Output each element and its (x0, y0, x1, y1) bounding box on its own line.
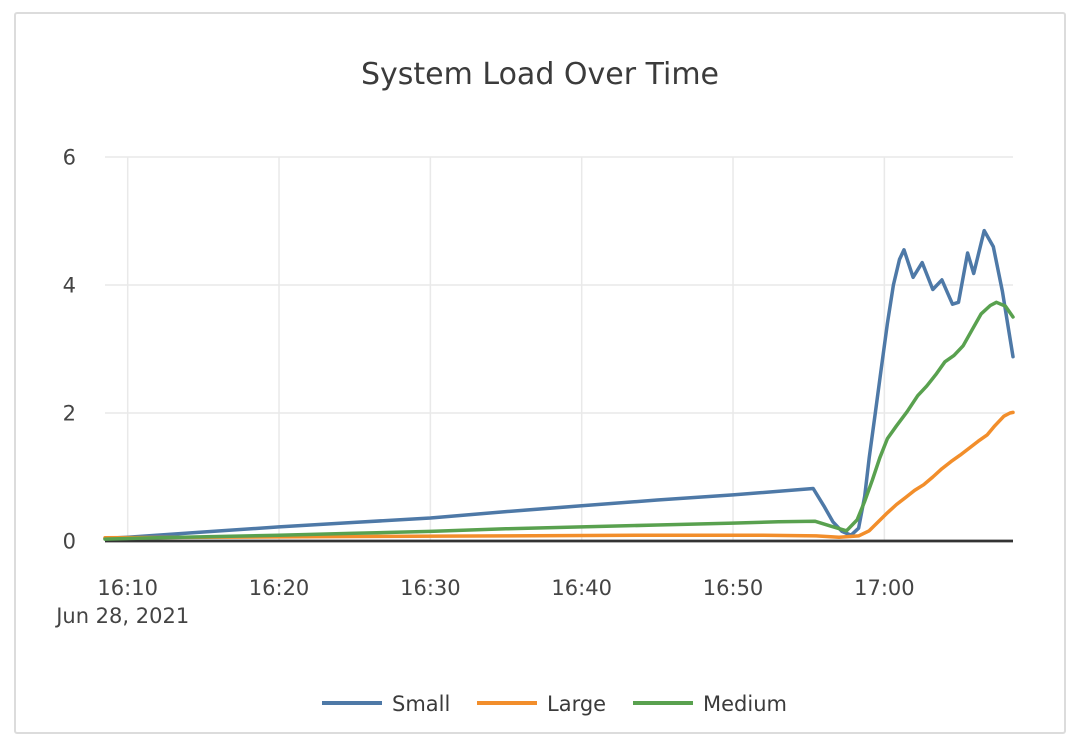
legend: Small Large Medium (322, 692, 787, 716)
plot-area[interactable] (105, 157, 1013, 541)
x-tick-label: 16:40 (551, 576, 612, 600)
legend-item-small[interactable]: Small (322, 692, 450, 716)
x-tick-label: 16:30 (400, 576, 461, 600)
x-tick-label: 16:20 (249, 576, 310, 600)
legend-item-large[interactable]: Large (477, 692, 606, 716)
series-line-large[interactable] (103, 410, 1015, 540)
chart-card (14, 12, 1066, 734)
y-tick-label: 4 (63, 274, 76, 298)
x-axis-date-label: Jun 28, 2021 (54, 604, 189, 628)
x-axis-ticks: 16:10 16:20 16:30 16:40 16:50 17:00 Jun … (54, 576, 914, 628)
legend-label: Large (547, 692, 606, 716)
y-tick-label: 6 (63, 146, 76, 170)
y-axis-ticks: 0 2 4 6 (63, 146, 76, 554)
series-lines (103, 228, 1015, 541)
chart-title: System Load Over Time (361, 57, 719, 92)
x-tick-label: 16:10 (97, 576, 158, 600)
legend-label: Small (392, 692, 450, 716)
series-line-small[interactable] (103, 228, 1015, 541)
legend-label: Medium (703, 692, 787, 716)
legend-item-medium[interactable]: Medium (633, 692, 787, 716)
x-tick-label: 16:50 (703, 576, 764, 600)
y-tick-label: 0 (63, 530, 76, 554)
x-tick-label: 17:00 (854, 576, 915, 600)
series-line-medium[interactable] (103, 300, 1015, 541)
y-tick-label: 2 (63, 402, 76, 426)
